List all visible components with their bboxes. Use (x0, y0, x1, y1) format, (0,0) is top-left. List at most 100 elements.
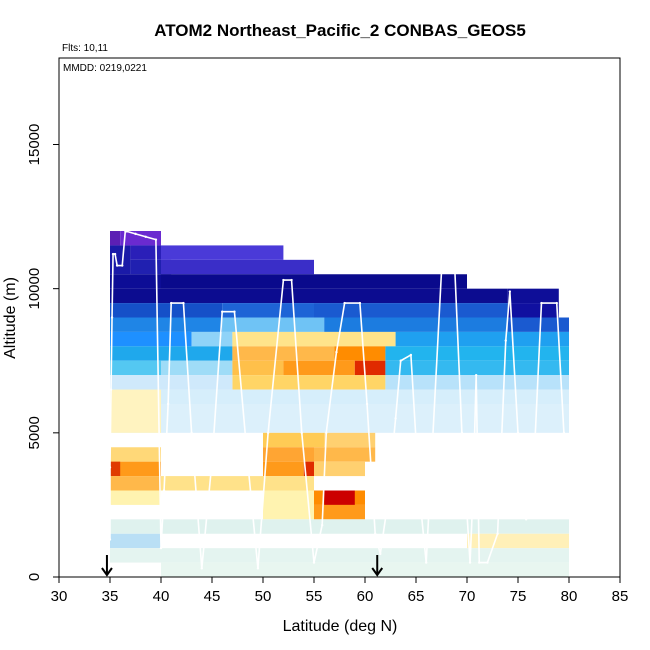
heatmap-cell (334, 346, 386, 361)
x-tick-label: 65 (408, 588, 425, 605)
heatmap-cell (263, 461, 304, 477)
x-tick-label: 35 (102, 588, 119, 605)
heatmap-cell (232, 375, 386, 390)
x-tick-label: 50 (255, 588, 272, 605)
flight-track-point (358, 301, 362, 305)
flight-track-point (134, 232, 137, 236)
heatmap-cell (507, 317, 569, 332)
heatmap-cell (232, 360, 284, 376)
flight-track-point (200, 567, 203, 570)
flight-track-point (266, 431, 270, 435)
plot-frame (58, 57, 621, 578)
y-tick-label: 15000 (26, 124, 43, 166)
flight-track-point (555, 301, 558, 305)
heatmap-cell (324, 317, 508, 332)
heatmap-cell (110, 303, 223, 318)
heatmap-cell (110, 519, 569, 534)
flight-track-point (532, 474, 535, 478)
heatmap-cell (161, 476, 314, 491)
heatmap-cell (110, 389, 161, 433)
flight-track-point (474, 373, 478, 377)
heatmap-cell (110, 375, 233, 390)
chart-title: ATOM2 Northeast_Pacific_2 CONBAS_GEOS5 (154, 21, 526, 40)
flight-track-point (394, 417, 397, 420)
heatmap-cell (110, 231, 121, 246)
flight-track-point (246, 460, 249, 463)
flight-track-point (109, 388, 113, 391)
flight-track-point (409, 353, 413, 357)
flight-track-point (496, 532, 499, 535)
x-tick-label: 75 (510, 588, 527, 605)
x-tick-label: 55 (306, 588, 323, 605)
flight-track-point (440, 270, 443, 273)
flight-track-point (453, 267, 456, 270)
flight-track-point (300, 431, 303, 435)
x-tick-label: 60 (357, 588, 374, 605)
heatmap-cell (385, 346, 569, 361)
flight-track-point (468, 561, 472, 564)
flight-track-point (121, 264, 124, 267)
flight-track-point (569, 532, 573, 535)
heatmap-cell (263, 432, 325, 448)
flight-track-point (312, 561, 316, 564)
arrow-markers (101, 555, 384, 577)
x-axis-label: Latitude (deg N) (283, 618, 398, 635)
flight-track-point (113, 252, 117, 256)
heatmap-cell (314, 303, 508, 318)
flight-track-point (417, 489, 421, 492)
heatmap-cell (283, 360, 355, 376)
flight-track-point (210, 460, 214, 463)
y-axis-label: Altitude (m) (2, 277, 19, 359)
heatmap-cell (314, 504, 365, 520)
heatmap-cell (110, 476, 161, 491)
heatmap-cell (303, 461, 314, 477)
heatmap-cell (130, 245, 161, 260)
flight-track-point (320, 523, 324, 527)
heatmap-cell (161, 562, 569, 577)
flight-track-point (399, 359, 402, 362)
heatmap-cell (110, 274, 161, 289)
flight-track-point (325, 431, 328, 435)
flight-track-point (190, 431, 193, 435)
flight-track-point (471, 489, 475, 492)
x-tick-label: 45 (204, 588, 221, 605)
heatmap-cell (110, 389, 569, 404)
flight-track-point (159, 546, 163, 550)
heatmap-cell (110, 533, 161, 549)
flight-track-point (386, 503, 389, 507)
heatmap-cell (263, 447, 314, 462)
heatmap-cell (385, 375, 569, 390)
heatmap-cell (110, 490, 161, 505)
flight-track-point (115, 264, 119, 267)
heatmap-cells (110, 231, 569, 577)
heatmap-cell (110, 346, 233, 361)
heatmap-cell (110, 317, 223, 332)
flight-track-point (282, 278, 285, 282)
heatmap-cell (191, 331, 233, 347)
flight-track-point (290, 278, 293, 282)
heatmap-cell (385, 360, 569, 376)
flight-track-point (540, 301, 543, 305)
y-tick-label: 0 (26, 573, 43, 581)
flight-track-point (562, 431, 566, 435)
heatmap-cell (120, 231, 161, 246)
heatmap-cell (110, 461, 121, 477)
heatmap-cell (232, 346, 335, 361)
flight-track-point (221, 310, 224, 313)
heatmap-cell (354, 360, 386, 376)
heatmap-cell (110, 360, 161, 376)
flight-track-point (182, 301, 185, 305)
heatmap-cell (314, 447, 376, 462)
flight-track-point (508, 290, 512, 293)
x-tick-label: 40 (153, 588, 170, 605)
flight-track-point (110, 316, 114, 319)
flight-track-point (425, 561, 428, 564)
axis-ticks: 30 35 40 45 50 55 60 65 70 75 80 85 0 5000 10000 15000 (26, 124, 628, 605)
flights-note: Flts: 10,11 (62, 43, 108, 54)
heatmap-cell (110, 331, 192, 347)
flight-track-point (335, 350, 338, 354)
flight-track-point (524, 518, 528, 521)
heatmap-cell (161, 360, 233, 376)
flight-track-point (144, 235, 147, 238)
flight-track-point (478, 561, 481, 564)
